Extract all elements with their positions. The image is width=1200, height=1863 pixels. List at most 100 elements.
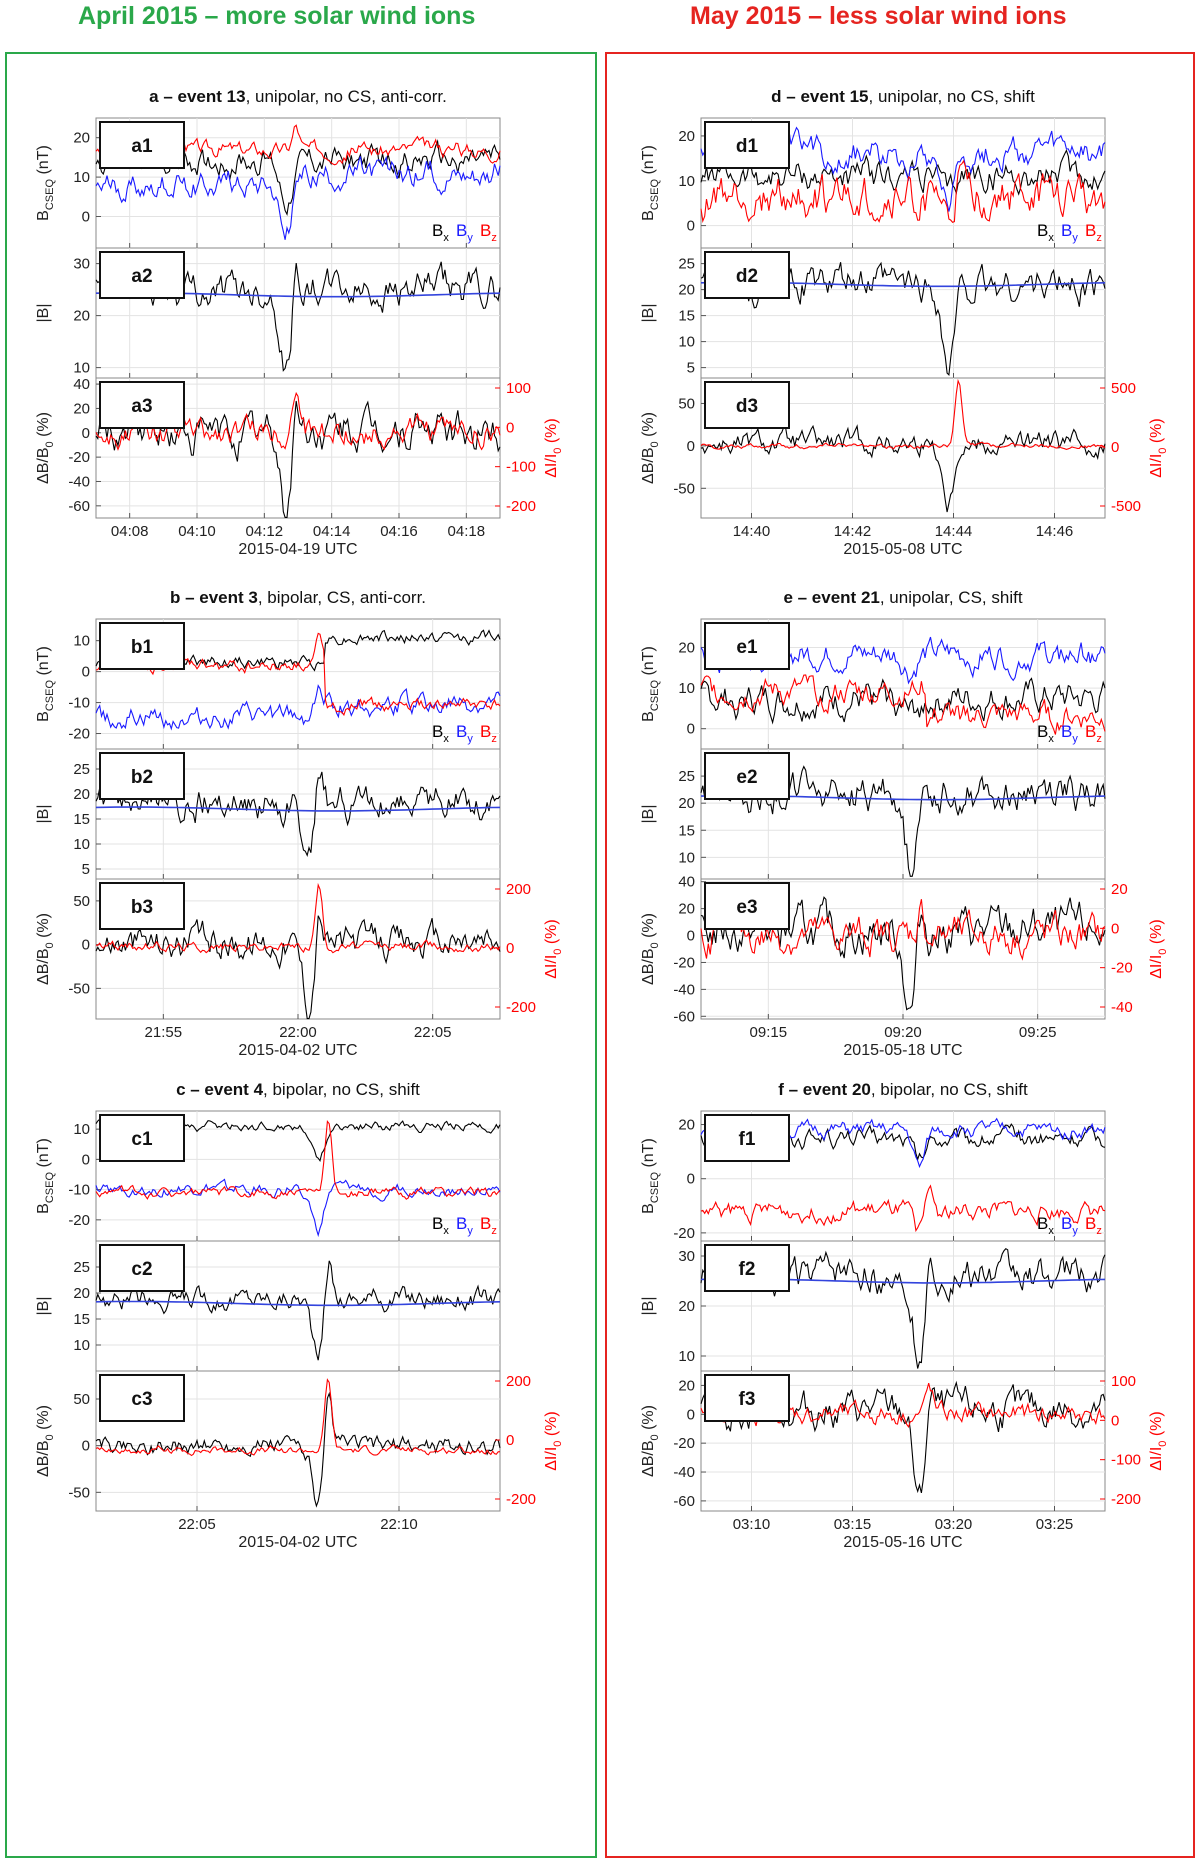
tick-label-y: 0 — [687, 438, 695, 455]
ylabel-dbb0: ΔB/B0 (%) — [35, 412, 56, 484]
tick-label-y: 10 — [73, 836, 90, 853]
tick-label-y: 0 — [82, 1151, 90, 1168]
panel-label: f1 — [739, 1129, 756, 1150]
tick-label-x: 14:46 — [1036, 523, 1074, 540]
ylabel-dii0: ΔI/I0 (%) — [1148, 1411, 1169, 1470]
tick-label-y-right: -200 — [506, 999, 536, 1016]
legend-by: By — [1061, 221, 1078, 244]
tick-label-y: -20 — [68, 726, 90, 743]
chart-title: b – event 3, bipolar, CS, anti-corr. — [170, 588, 426, 607]
chart-title: f – event 20, bipolar, no CS, shift — [778, 1080, 1028, 1099]
tick-label-y: 0 — [82, 208, 90, 225]
tick-label-y: 40 — [678, 874, 695, 891]
panel-label: e3 — [736, 897, 757, 918]
panel-label-box — [99, 752, 185, 800]
ylabel-bmag: |B| — [35, 304, 52, 323]
series-Bz — [95, 1119, 501, 1200]
tick-label-y: -50 — [68, 980, 90, 997]
panel-d1: 0 10 20 d1 Bx By Bz BCSEQ (nT) — [640, 117, 1106, 249]
panel-label: d3 — [736, 396, 758, 417]
legend-bz: Bz — [1085, 221, 1102, 244]
ylabel-dii0: ΔI/I0 (%) — [543, 1411, 564, 1470]
tick-label-y: 20 — [73, 400, 90, 417]
panel-c1: -20 -10 0 10 c1 Bx By Bz BCSEQ (nT) — [35, 1110, 501, 1242]
ylabel-dbb0: ΔB/B0 (%) — [640, 412, 661, 484]
series-Bz — [700, 674, 1106, 735]
ylabel-bcseq: BCSEQ (nT) — [35, 145, 56, 221]
panel-d2: 5 10 15 20 25 d2 |B| — [640, 247, 1106, 379]
ylabel-dbb0: ΔB/B0 (%) — [35, 1405, 56, 1477]
chart-title: a – event 13, unipolar, no CS, anti-corr… — [149, 87, 447, 106]
tick-label-y: 20 — [678, 795, 695, 812]
tick-label-y: 0 — [82, 1438, 90, 1455]
ylabel-bcseq: BCSEQ (nT) — [640, 145, 661, 221]
x-axis-label: 2015-05-18 UTC — [843, 1042, 962, 1059]
x-axis-label: 2015-04-02 UTC — [238, 1042, 357, 1059]
tick-label-y: 25 — [678, 256, 695, 273]
panel-e3: -60 -40 -20 0 20 40 09:15 09:20 09:25 e3 ΔB/B0 (%)… — [640, 874, 1169, 1041]
tick-label-y-right: 200 — [506, 1373, 531, 1390]
tick-label-x: 22:05 — [414, 1024, 452, 1041]
tick-label-y: 30 — [678, 1248, 695, 1265]
tick-label-x: 04:14 — [313, 523, 351, 540]
tick-label-y: 10 — [73, 360, 90, 377]
tick-label-y: -60 — [673, 1493, 695, 1510]
legend-bx: Bx — [1037, 221, 1054, 244]
series-mean — [95, 1300, 501, 1307]
x-axis-label: 2015-05-16 UTC — [843, 1534, 962, 1551]
panel-label: c3 — [131, 1389, 152, 1410]
ylabel-bmag: |B| — [640, 304, 657, 323]
tick-label-x: 03:25 — [1036, 1516, 1074, 1533]
panel-label: a3 — [131, 396, 152, 417]
tick-label-y: 10 — [678, 334, 695, 351]
tick-label-y-right: 0 — [506, 940, 514, 957]
ylabel-dii0: ΔI/I0 (%) — [543, 919, 564, 978]
panel-label: f3 — [739, 1389, 756, 1410]
tick-label-x: 14:44 — [935, 523, 973, 540]
panel-c2: 10 15 20 25 c2 |B| — [35, 1240, 501, 1372]
tick-label-y-right: -40 — [1111, 999, 1133, 1016]
panel-label: a1 — [131, 136, 153, 157]
tick-label-y-right: 0 — [1111, 1412, 1119, 1429]
tick-label-y-right: 0 — [506, 419, 514, 436]
panel-label: d2 — [736, 266, 758, 287]
legend-bx: Bx — [432, 1214, 449, 1237]
panel-a2: 10 20 30 a2 |B| — [35, 247, 501, 379]
panel-label-box — [704, 752, 790, 800]
tick-label-y-right: 0 — [506, 1432, 514, 1449]
tick-label-y: 20 — [73, 786, 90, 803]
panel-label-box — [99, 622, 185, 670]
legend-bz: Bz — [1085, 722, 1102, 745]
panel-f1: -20 0 20 f1 Bx By Bz BCSEQ (nT) — [640, 1110, 1106, 1242]
tick-label-x: 04:12 — [246, 523, 284, 540]
series-Bz — [95, 632, 501, 717]
tick-label-y: 0 — [687, 928, 695, 945]
legend-by: By — [456, 1214, 473, 1237]
legend-bz: Bz — [480, 722, 497, 745]
legend-bx: Bx — [432, 722, 449, 745]
tick-label-x: 04:10 — [178, 523, 216, 540]
series-|B| — [95, 1260, 501, 1361]
panel-label: b2 — [131, 767, 153, 788]
tick-label-x: 22:00 — [279, 1024, 317, 1041]
panel-label-box — [99, 1244, 185, 1292]
tick-label-y: 5 — [82, 861, 90, 878]
panel-label-box — [704, 251, 790, 299]
tick-label-y: 0 — [82, 664, 90, 681]
tick-label-x: 04:16 — [380, 523, 418, 540]
tick-label-x: 09:25 — [1019, 1024, 1057, 1041]
legend-by: By — [1061, 722, 1078, 745]
series-Bz — [700, 1184, 1106, 1233]
panel-f2: 10 20 30 f2 |B| — [640, 1240, 1106, 1372]
panel-label: d1 — [736, 136, 759, 157]
tick-label-y-right: -200 — [1111, 1491, 1141, 1508]
tick-label-y: 10 — [73, 1121, 90, 1138]
tick-label-y-right: 0 — [1111, 920, 1119, 937]
tick-label-y: 5 — [687, 360, 695, 377]
chart-title: c – event 4, bipolar, no CS, shift — [176, 1080, 420, 1099]
x-axis-label: 2015-04-02 UTC — [238, 1534, 357, 1551]
tick-label-y-right: 100 — [1111, 1373, 1136, 1390]
tick-label-y: 50 — [73, 1391, 90, 1408]
panel-b1: -20 -10 0 10 b1 Bx By Bz BCSEQ (nT) — [35, 618, 501, 750]
